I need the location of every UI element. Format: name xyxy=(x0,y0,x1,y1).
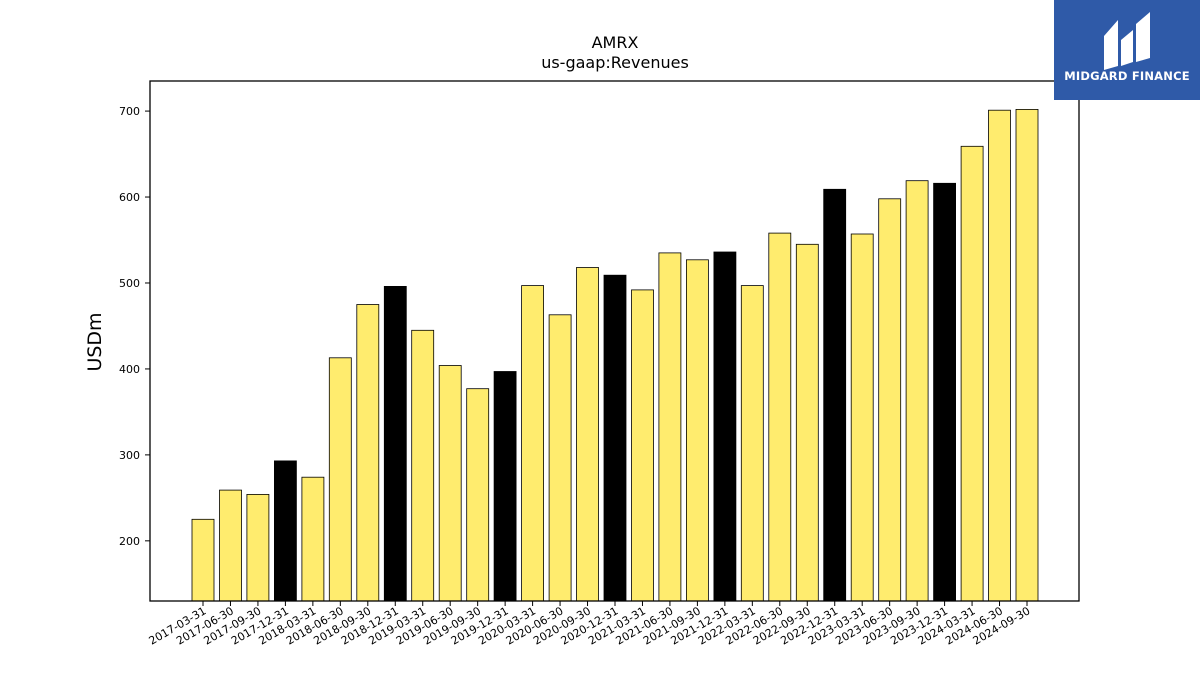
bar-2021-03-31 xyxy=(631,289,654,602)
midgard-finance-logo: MIDGARD FINANCE xyxy=(1054,0,1200,100)
y-tick-label: 500 xyxy=(119,277,140,290)
bar-2024-09-30 xyxy=(1015,109,1039,602)
midgard-logo-mark-icon xyxy=(1104,12,1150,70)
bar-2022-06-30 xyxy=(768,232,792,602)
bar-2023-09-30 xyxy=(905,180,929,602)
bar-2019-06-30 xyxy=(438,365,462,602)
bar-2020-12-31 xyxy=(603,274,627,602)
bar-2021-09-30 xyxy=(686,259,709,602)
bar-2019-03-31 xyxy=(411,329,435,602)
bar-2020-09-30 xyxy=(576,267,599,602)
bar-2022-09-30 xyxy=(795,243,819,602)
bar-2018-03-31 xyxy=(301,476,325,602)
bar-2017-06-30 xyxy=(219,489,242,602)
bar-2024-06-30 xyxy=(988,109,1011,602)
y-tick-label: 400 xyxy=(119,363,140,376)
logo-text: MIDGARD FINANCE xyxy=(1064,69,1190,83)
bar-2019-12-31 xyxy=(493,371,517,602)
bar-2022-03-31 xyxy=(740,285,764,602)
y-tick-label: 600 xyxy=(119,191,140,204)
bar-2020-03-31 xyxy=(521,285,544,602)
y-tick-label: 700 xyxy=(119,105,140,118)
bar-2019-09-30 xyxy=(466,388,490,602)
bar-2017-03-31 xyxy=(191,518,215,602)
y-tick-label: 300 xyxy=(119,449,140,462)
bar-2018-12-31 xyxy=(383,285,407,602)
y-tick-label: 200 xyxy=(119,535,140,548)
bar-2020-06-30 xyxy=(548,314,572,602)
x-axis: 2017-03-312017-06-302017-09-302017-12-31… xyxy=(147,601,1033,648)
bar-2022-12-31 xyxy=(823,188,847,602)
bar-2024-03-31 xyxy=(960,145,984,602)
bar-2017-12-31 xyxy=(273,460,297,602)
bar-2018-09-30 xyxy=(356,304,380,602)
bar-2018-06-30 xyxy=(328,357,352,602)
y-axis-label: USDm xyxy=(84,312,106,371)
bars-group xyxy=(191,109,1039,602)
plot-frame xyxy=(149,80,1080,602)
chart-title: AMRX xyxy=(592,33,639,52)
bar-2023-06-30 xyxy=(878,198,902,602)
bar-2017-09-30 xyxy=(246,493,270,602)
bar-2021-06-30 xyxy=(658,252,682,602)
y-axis: 200 300 400 500 600 700 xyxy=(119,105,150,548)
chart-subtitle: us-gaap:Revenues xyxy=(541,53,689,72)
bar-2023-03-31 xyxy=(850,233,874,602)
bar-2021-12-31 xyxy=(713,251,737,602)
bar-2023-12-31 xyxy=(933,182,956,602)
